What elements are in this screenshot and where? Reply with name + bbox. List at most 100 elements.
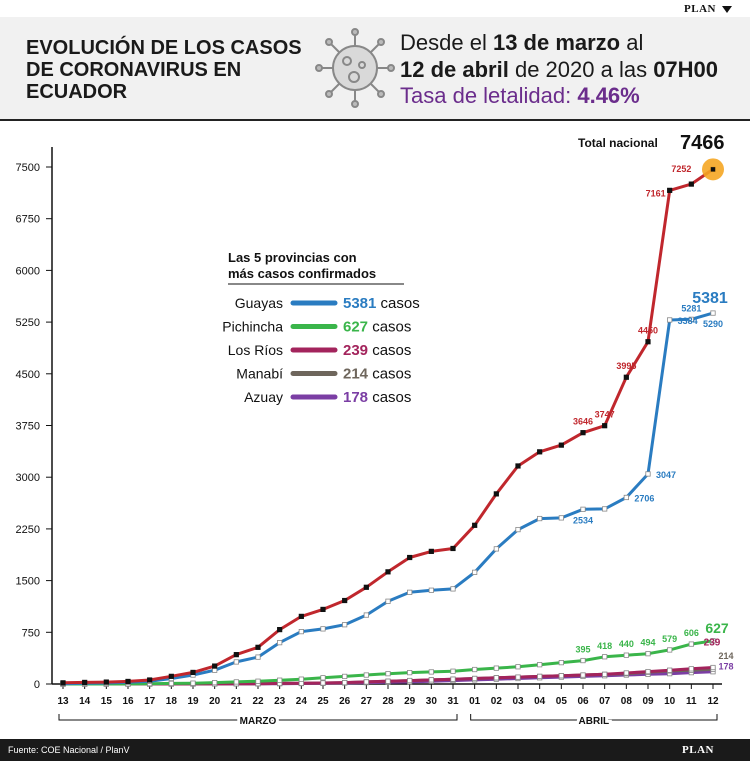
point-label: 5281 [681, 303, 701, 313]
legend-name: Manabí [236, 366, 283, 382]
data-point [212, 663, 218, 669]
data-point [298, 629, 304, 635]
data-point [450, 545, 456, 552]
x-tick-label: 26 [339, 696, 351, 707]
point-label: 3646 [573, 417, 593, 427]
data-point [60, 680, 66, 686]
point-label: 5290 [703, 319, 723, 329]
data-point [255, 644, 261, 650]
x-tick-label: 03 [512, 696, 524, 707]
x-tick-label: 22 [252, 696, 264, 707]
end-label: 214 [718, 651, 733, 661]
data-point [428, 548, 434, 554]
data-point [385, 678, 391, 684]
data-point [515, 526, 521, 533]
x-tick-label: 31 [447, 696, 459, 707]
data-point [385, 598, 391, 604]
data-point [623, 652, 629, 658]
y-tick-label: 1500 [16, 576, 40, 588]
legend-title: Las 5 provincias con [228, 250, 357, 265]
data-point [385, 569, 391, 575]
x-tick-label: 16 [122, 696, 134, 707]
data-point [342, 622, 348, 628]
data-point [710, 167, 716, 172]
total-value: 7466 [680, 132, 725, 154]
data-point [558, 442, 564, 448]
point-label: 2706 [634, 493, 654, 503]
data-point [233, 659, 239, 665]
brand-logo-top: PLAN [684, 3, 716, 15]
data-point [667, 667, 673, 673]
top-bar: PLAN [0, 0, 750, 16]
month-label: ABRIL [579, 716, 610, 727]
brand-logo-bottom: PLAN [682, 744, 714, 756]
legend-value: 627 casos [343, 319, 411, 336]
data-point [688, 641, 694, 647]
series-line-total-nacional [62, 168, 714, 685]
y-tick-label: 3000 [16, 472, 40, 484]
x-tick-label: 28 [382, 696, 394, 707]
data-point [320, 626, 326, 632]
data-point [277, 677, 283, 683]
point-label: 494 [640, 638, 655, 648]
point-label: 3747 [595, 410, 615, 420]
x-tick-label: 12 [707, 696, 719, 707]
x-tick-label: 04 [534, 696, 546, 707]
data-point [623, 374, 629, 380]
data-point [710, 664, 716, 671]
data-point [688, 666, 694, 672]
data-point [537, 662, 543, 668]
data-point [493, 491, 499, 497]
data-point [580, 657, 586, 664]
coronavirus-icon [315, 28, 395, 108]
y-tick-label: 0 [34, 679, 40, 691]
data-point [602, 423, 608, 429]
data-point [515, 674, 521, 680]
x-tick-label: 08 [621, 696, 633, 707]
x-tick-label: 25 [317, 696, 329, 707]
x-tick-label: 20 [209, 696, 221, 707]
end-label: 627 [705, 620, 729, 636]
x-tick-label: 23 [274, 696, 286, 707]
data-point [623, 670, 629, 676]
y-tick-label: 7500 [16, 162, 40, 174]
data-point [255, 654, 261, 660]
data-point [493, 546, 499, 552]
y-tick-label: 3750 [16, 421, 40, 433]
data-point [407, 589, 413, 595]
point-label: 395 [575, 645, 590, 655]
brand-triangle-icon [722, 6, 732, 13]
x-tick-label: 29 [404, 696, 416, 707]
x-tick-label: 09 [642, 696, 654, 707]
x-tick-label: 15 [101, 696, 113, 707]
data-point [667, 317, 673, 323]
month-bracket [58, 714, 458, 721]
data-point [212, 680, 218, 686]
x-tick-label: 07 [599, 696, 611, 707]
page-title: EVOLUCIÓN DE LOS CASOS DE CORONAVIRUS EN… [26, 37, 302, 103]
x-tick-label: 05 [556, 696, 568, 707]
point-label: 7252 [671, 164, 691, 174]
point-label: 3384 [678, 316, 698, 326]
legend-name: Guayas [235, 295, 283, 311]
end-label: 239 [704, 638, 721, 649]
point-label: 3995 [616, 361, 636, 371]
x-tick-label: 11 [686, 696, 697, 707]
data-point [82, 679, 88, 686]
x-tick-label: 17 [144, 696, 156, 707]
legend-value: 178 casos [343, 389, 411, 406]
data-point [645, 339, 651, 345]
data-point [580, 506, 586, 512]
data-point [472, 675, 478, 682]
data-point [342, 673, 348, 680]
point-label: 3047 [656, 470, 676, 480]
data-point [363, 584, 369, 590]
point-label: 579 [662, 634, 677, 644]
data-point [645, 651, 651, 657]
data-point [147, 677, 153, 683]
data-point [580, 430, 586, 436]
y-tick-label: 4500 [16, 369, 40, 381]
point-label: 4450 [638, 326, 658, 336]
data-point [558, 673, 564, 679]
data-point [342, 597, 348, 604]
